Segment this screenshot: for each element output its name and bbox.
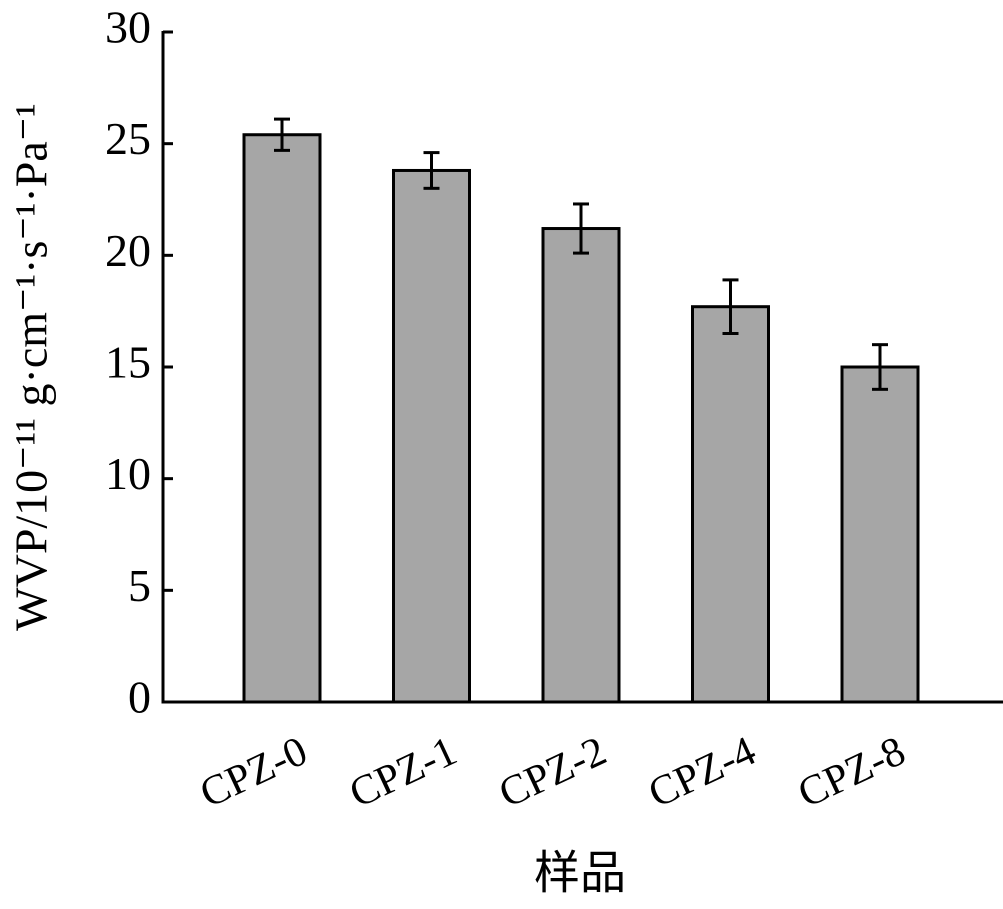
x-tick-label: CPZ-0 (193, 728, 314, 817)
y-axis-title: WVP/10⁻¹¹ g·cm⁻¹·s⁻¹·Pa⁻¹ (6, 103, 57, 631)
bar (840, 365, 920, 704)
bar (691, 305, 770, 704)
x-tick-label: CPZ-4 (642, 728, 763, 817)
x-tick-label: CPZ-8 (791, 728, 912, 817)
y-tick-label: 20 (105, 225, 151, 276)
y-tick-label: 25 (105, 113, 151, 164)
y-tick-label: 10 (105, 448, 151, 499)
bar (392, 168, 471, 704)
bar (541, 227, 621, 704)
bar (242, 133, 322, 704)
y-tick-label: 5 (128, 560, 151, 611)
x-tick-label: CPZ-2 (492, 728, 613, 817)
y-tick-label: 30 (105, 2, 151, 53)
y-tick-label: 15 (105, 337, 151, 388)
x-axis-title: 样品 (534, 848, 626, 899)
y-tick-label: 0 (128, 672, 151, 723)
x-tick-label: CPZ-1 (343, 728, 464, 817)
